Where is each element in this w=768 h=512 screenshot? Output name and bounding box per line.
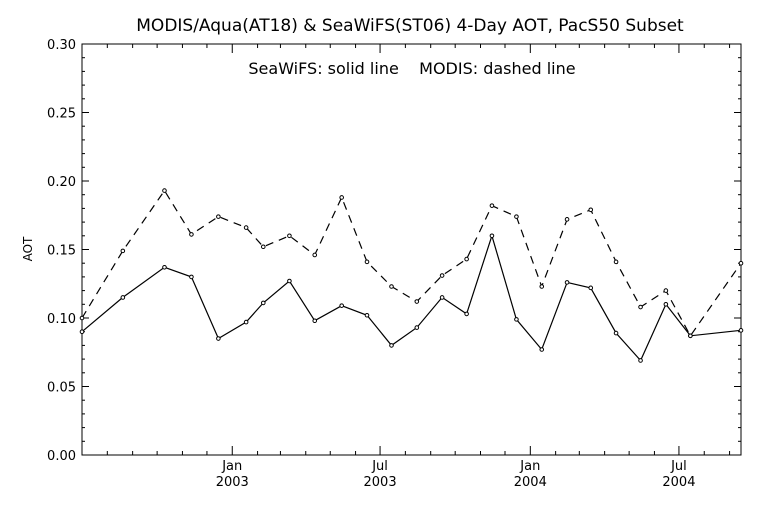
plot-frame: [81, 43, 742, 456]
modis-point: [489, 203, 495, 208]
seawifs-point: [489, 233, 495, 239]
seawifs-point: [613, 330, 619, 336]
modis-point: [216, 214, 221, 219]
modis-point: [243, 225, 249, 230]
seawifs-point: [564, 280, 570, 285]
modis-line: [81, 189, 742, 337]
y-tick-label: 0.10: [47, 312, 76, 327]
modis-point: [287, 233, 292, 239]
x-tick-label-year: 2003: [216, 475, 249, 490]
modis-point: [414, 299, 420, 304]
seawifs-point: [539, 347, 545, 352]
y-tick-label: 0.25: [47, 107, 76, 122]
seawifs-point: [364, 312, 370, 318]
seawifs-point: [663, 302, 669, 307]
modis-point: [389, 284, 394, 289]
modis-point: [189, 232, 194, 237]
modis-point: [564, 217, 570, 222]
y-tick-label: 0.15: [47, 244, 76, 259]
modis-point: [688, 333, 693, 339]
seawifs-point: [79, 329, 85, 335]
modis-point: [738, 260, 744, 266]
modis-point: [312, 252, 318, 258]
seawifs-point: [216, 336, 221, 341]
y-axis: 0.00 0.05 0.10 0.15 0.20 0.25 0.30: [47, 38, 741, 464]
seawifs-point: [312, 318, 318, 324]
modis-point: [79, 315, 85, 321]
x-tick-label-year: 2003: [364, 475, 397, 490]
seawifs-point: [120, 295, 126, 300]
seawifs-point: [514, 317, 519, 322]
modis-point: [439, 273, 445, 278]
seawifs-point: [243, 319, 249, 325]
seawifs-point: [260, 300, 266, 306]
modis-point: [638, 304, 643, 310]
seawifs-point: [339, 303, 344, 308]
seawifs-point: [738, 328, 744, 333]
seawifs-point: [414, 325, 420, 330]
x-tick-label-month: Jan: [519, 459, 540, 474]
y-tick-label: 0.20: [47, 175, 76, 190]
modis-point: [514, 214, 519, 219]
modis-point: [120, 248, 126, 254]
y-axis-label: AOT: [21, 236, 35, 261]
modis-point: [464, 256, 469, 262]
seawifs-point: [638, 358, 643, 363]
modis-point: [260, 244, 266, 250]
y-tick-label: 0.05: [47, 381, 76, 396]
y-tick-label: 0.30: [47, 38, 76, 53]
x-tick-label-month: Jul: [371, 459, 388, 474]
modis-point: [613, 259, 619, 265]
x-tick-label-year: 2004: [662, 475, 695, 490]
chart-title: MODIS/Aqua(AT18) & SeaWiFS(ST06) 4-Day A…: [136, 16, 684, 36]
seawifs-point: [162, 265, 167, 270]
seawifs-line: [81, 233, 742, 362]
x-tick-label-year: 2004: [514, 475, 547, 490]
x-tick-label-month: Jan: [221, 459, 242, 474]
seawifs-point: [189, 274, 194, 280]
modis-point: [588, 207, 594, 213]
seawifs-point: [389, 343, 394, 348]
seawifs-point: [439, 295, 445, 300]
seawifs-point: [464, 311, 469, 317]
modis-point: [663, 288, 669, 293]
series-layer: [79, 188, 744, 363]
seawifs-point: [287, 278, 292, 284]
modis-point: [364, 259, 370, 265]
y-tick-label: 0.00: [47, 449, 76, 464]
x-tick-label-month: Jul: [670, 459, 687, 474]
modis-point: [339, 195, 344, 200]
modis-point: [162, 188, 167, 193]
modis-point: [539, 284, 545, 289]
legend-annotation: SeaWiFS: solid line MODIS: dashed line: [248, 59, 575, 78]
seawifs-point: [588, 285, 594, 291]
